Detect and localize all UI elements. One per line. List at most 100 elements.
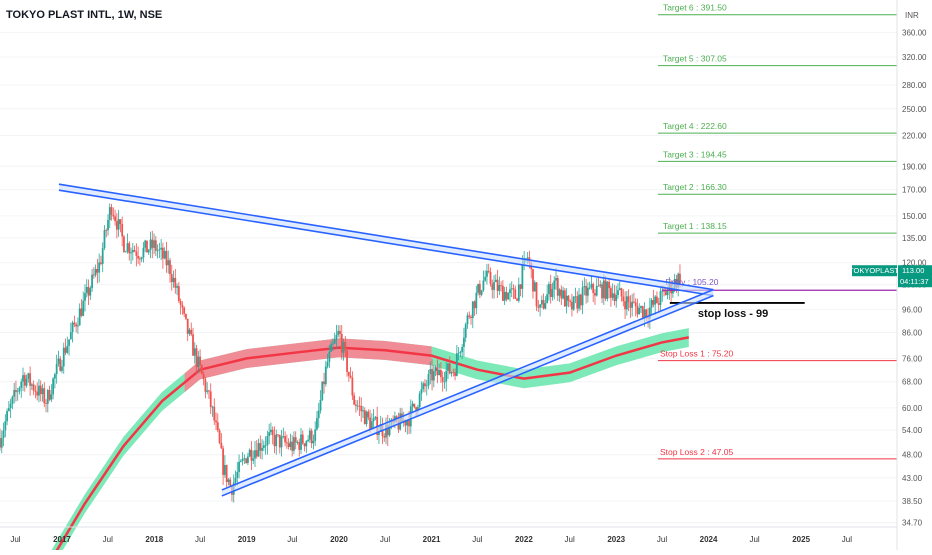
candle-body (422, 383, 425, 390)
candle-body (362, 410, 364, 412)
candle-body (397, 421, 400, 430)
candle-body (153, 240, 155, 248)
candle-body (85, 287, 88, 294)
candle-body (45, 403, 47, 404)
candle-body (679, 273, 681, 284)
candle-body (176, 286, 178, 288)
lower-trendline-fill (221, 289, 714, 496)
candle-body (208, 390, 210, 392)
candle-body (562, 290, 564, 299)
moving-average-band (48, 328, 690, 555)
candle-body (321, 381, 324, 401)
candle-body (160, 247, 163, 250)
candle-body (100, 262, 102, 264)
time-tick-label: 2023 (607, 535, 625, 544)
candle-body (301, 434, 304, 444)
price-tick-label: 170.00 (902, 186, 927, 195)
candle-body (223, 465, 226, 475)
ma-band-green (48, 328, 689, 555)
candle-body (165, 250, 168, 266)
candle-body (466, 315, 469, 325)
candle-body (468, 315, 471, 317)
candle-body (123, 236, 125, 252)
candle-body (87, 287, 90, 296)
candle-body (25, 378, 28, 386)
candle-body (213, 406, 216, 421)
candle-body (151, 239, 154, 248)
candle-body (484, 276, 487, 281)
time-tick-label: 2019 (238, 535, 256, 544)
candle-body (96, 268, 99, 273)
candle-body (98, 262, 101, 273)
candle-body (59, 358, 62, 371)
candle-body (172, 277, 175, 283)
candle-body (154, 240, 157, 251)
candle-body (41, 388, 44, 395)
candle-body (121, 224, 124, 237)
candle-body (264, 445, 267, 447)
candle-body (211, 406, 214, 408)
candle-body (268, 432, 271, 437)
candle-body (55, 363, 58, 375)
candle-body (503, 291, 506, 301)
price-tick-label: 250.00 (902, 105, 927, 114)
candle-body (374, 416, 377, 419)
candle-body (250, 449, 253, 461)
candle-body (563, 290, 566, 307)
candle-body (282, 436, 285, 437)
candle-body (370, 421, 373, 430)
candle-body (317, 410, 320, 419)
candle-body (404, 420, 407, 426)
candle-body (537, 306, 540, 308)
candle-body (18, 387, 21, 392)
stop-loss-label: Stop Loss 1 : 75.20 (660, 349, 734, 359)
candle-body (594, 292, 596, 296)
candle-body (271, 429, 274, 436)
candle-body (82, 300, 85, 316)
candle-body (39, 385, 42, 395)
candle-body (220, 442, 223, 449)
candle-body (358, 405, 361, 407)
candle-body (556, 277, 559, 296)
candle-body (105, 230, 108, 231)
candle-body (351, 377, 354, 396)
candle-body (103, 230, 106, 249)
candle-body (553, 280, 556, 290)
candle-body (34, 390, 37, 392)
candle-body (585, 286, 588, 296)
candle-body (112, 214, 115, 217)
candle-body (496, 279, 499, 291)
candle-body (204, 379, 207, 392)
candle-body (238, 461, 240, 472)
candle-body (199, 356, 201, 366)
price-tick-label: 38.50 (902, 497, 923, 506)
candle-body (631, 301, 634, 308)
candle-body (216, 422, 219, 431)
candle-body (50, 394, 53, 400)
candle-body (108, 207, 111, 220)
candle-body (339, 330, 341, 334)
candle-body (209, 391, 212, 407)
price-axis: 360.00 320.00 280.00 250.00 220.00 190.00 170.… (849, 0, 932, 550)
price-tick-label: 54.00 (902, 426, 923, 435)
candle-body (110, 207, 113, 215)
candle-body (294, 437, 297, 443)
candle-body (0, 437, 1, 448)
candle-body (241, 458, 244, 461)
candle-body (586, 287, 589, 296)
candle-body (275, 434, 278, 447)
target-label: Target 4 : 222.60 (663, 121, 727, 131)
candle-body (20, 381, 23, 388)
time-tick-label: Jul (472, 535, 482, 544)
candle-body (314, 429, 317, 441)
price-tick-label: 150.00 (902, 212, 927, 221)
candle-body (413, 403, 416, 408)
candle-body (583, 286, 586, 288)
price-tick-label: 96.00 (902, 305, 923, 314)
candle-body (581, 287, 584, 306)
candle-body (48, 390, 51, 400)
candle-body (622, 296, 625, 302)
